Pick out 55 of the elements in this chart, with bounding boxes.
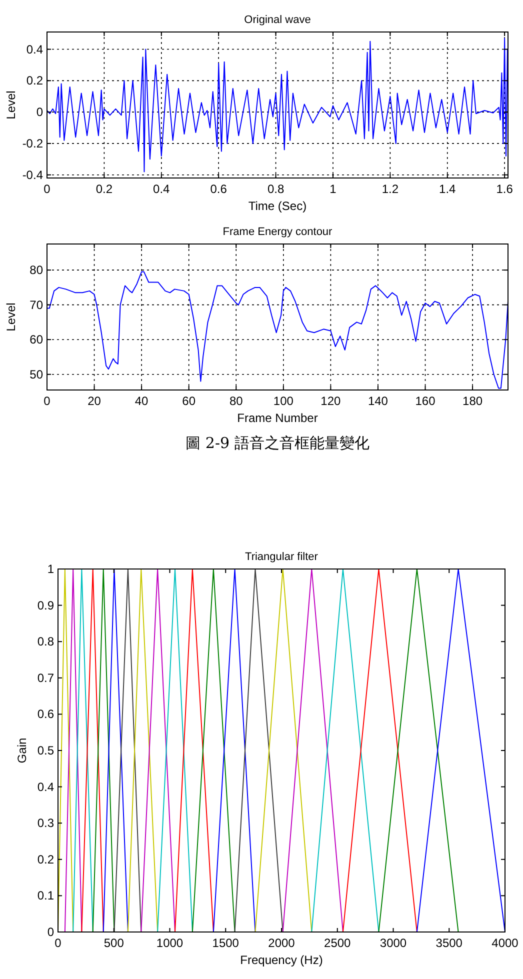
x-axis-title: Time (Sec) (248, 199, 307, 213)
y-axis-title: Level (4, 90, 18, 120)
y-tick-label: 0 (36, 105, 44, 120)
y-axis-title: Level (4, 302, 18, 332)
x-tick-label: 2000 (268, 936, 296, 950)
x-tick-label: 140 (368, 394, 388, 408)
x-tick-label: 160 (415, 394, 436, 408)
x-axis-title: Frequency (Hz) (240, 953, 323, 967)
y-tick-label: 0.7 (37, 670, 54, 685)
x-tick-label: 60 (182, 394, 196, 408)
x-tick-label: 80 (229, 394, 244, 408)
y-tick-label: 80 (30, 263, 44, 278)
x-tick-label: 0.2 (96, 182, 113, 196)
y-tick-label: 0.3 (37, 816, 54, 830)
chart-title: Original wave (244, 14, 311, 26)
x-tick-label: 3000 (380, 936, 407, 950)
y-tick-label: 1 (47, 562, 54, 576)
y-tick-label: 0.4 (26, 42, 44, 56)
y-tick-label: -0.4 (22, 168, 44, 182)
x-tick-label: 1.2 (382, 182, 399, 196)
x-tick-label: 40 (134, 394, 149, 408)
x-tick-label: 1.6 (496, 182, 514, 196)
y-tick-label: 0.4 (37, 780, 54, 794)
x-tick-label: 0.8 (267, 182, 284, 196)
x-tick-label: 1.4 (439, 182, 456, 196)
x-tick-label: 20 (88, 394, 102, 408)
x-tick-label: 180 (462, 394, 483, 408)
x-tick-label: 1 (330, 182, 337, 196)
x-tick-label: 2500 (324, 936, 352, 950)
x-tick-label: 3500 (436, 936, 463, 950)
y-tick-label: 0.2 (37, 852, 54, 866)
y-tick-label: 0.1 (37, 888, 54, 903)
chart-title: Frame Energy contour (222, 226, 333, 238)
y-tick-label: 0.8 (37, 634, 54, 649)
y-tick-label: 0.6 (37, 707, 54, 722)
x-tick-label: 0.6 (210, 182, 228, 196)
x-tick-label: 1000 (156, 936, 184, 950)
caption: 圖 2-9 語音之音框能量變化 (186, 434, 370, 452)
y-tick-label: 0.9 (37, 598, 54, 612)
y-tick-label: 0 (47, 925, 54, 939)
y-tick-label: 0.5 (37, 744, 54, 758)
y-tick-label: 70 (30, 298, 44, 312)
x-tick-label: 4000 (492, 936, 519, 950)
x-tick-label: 100 (273, 394, 294, 408)
y-tick-label: -0.2 (22, 136, 44, 150)
chart-title: Triangular filter (245, 551, 318, 563)
x-tick-label: 500 (104, 936, 124, 950)
y-tick-label: 0.2 (26, 74, 44, 88)
x-axis-title: Frame Number (237, 411, 318, 425)
y-tick-label: 60 (30, 332, 44, 347)
y-axis-title: Gain (15, 738, 29, 764)
x-tick-label: 120 (320, 394, 342, 408)
y-tick-label: 50 (30, 367, 44, 382)
x-tick-label: 1500 (212, 936, 240, 950)
x-tick-label: 0.4 (153, 182, 170, 196)
